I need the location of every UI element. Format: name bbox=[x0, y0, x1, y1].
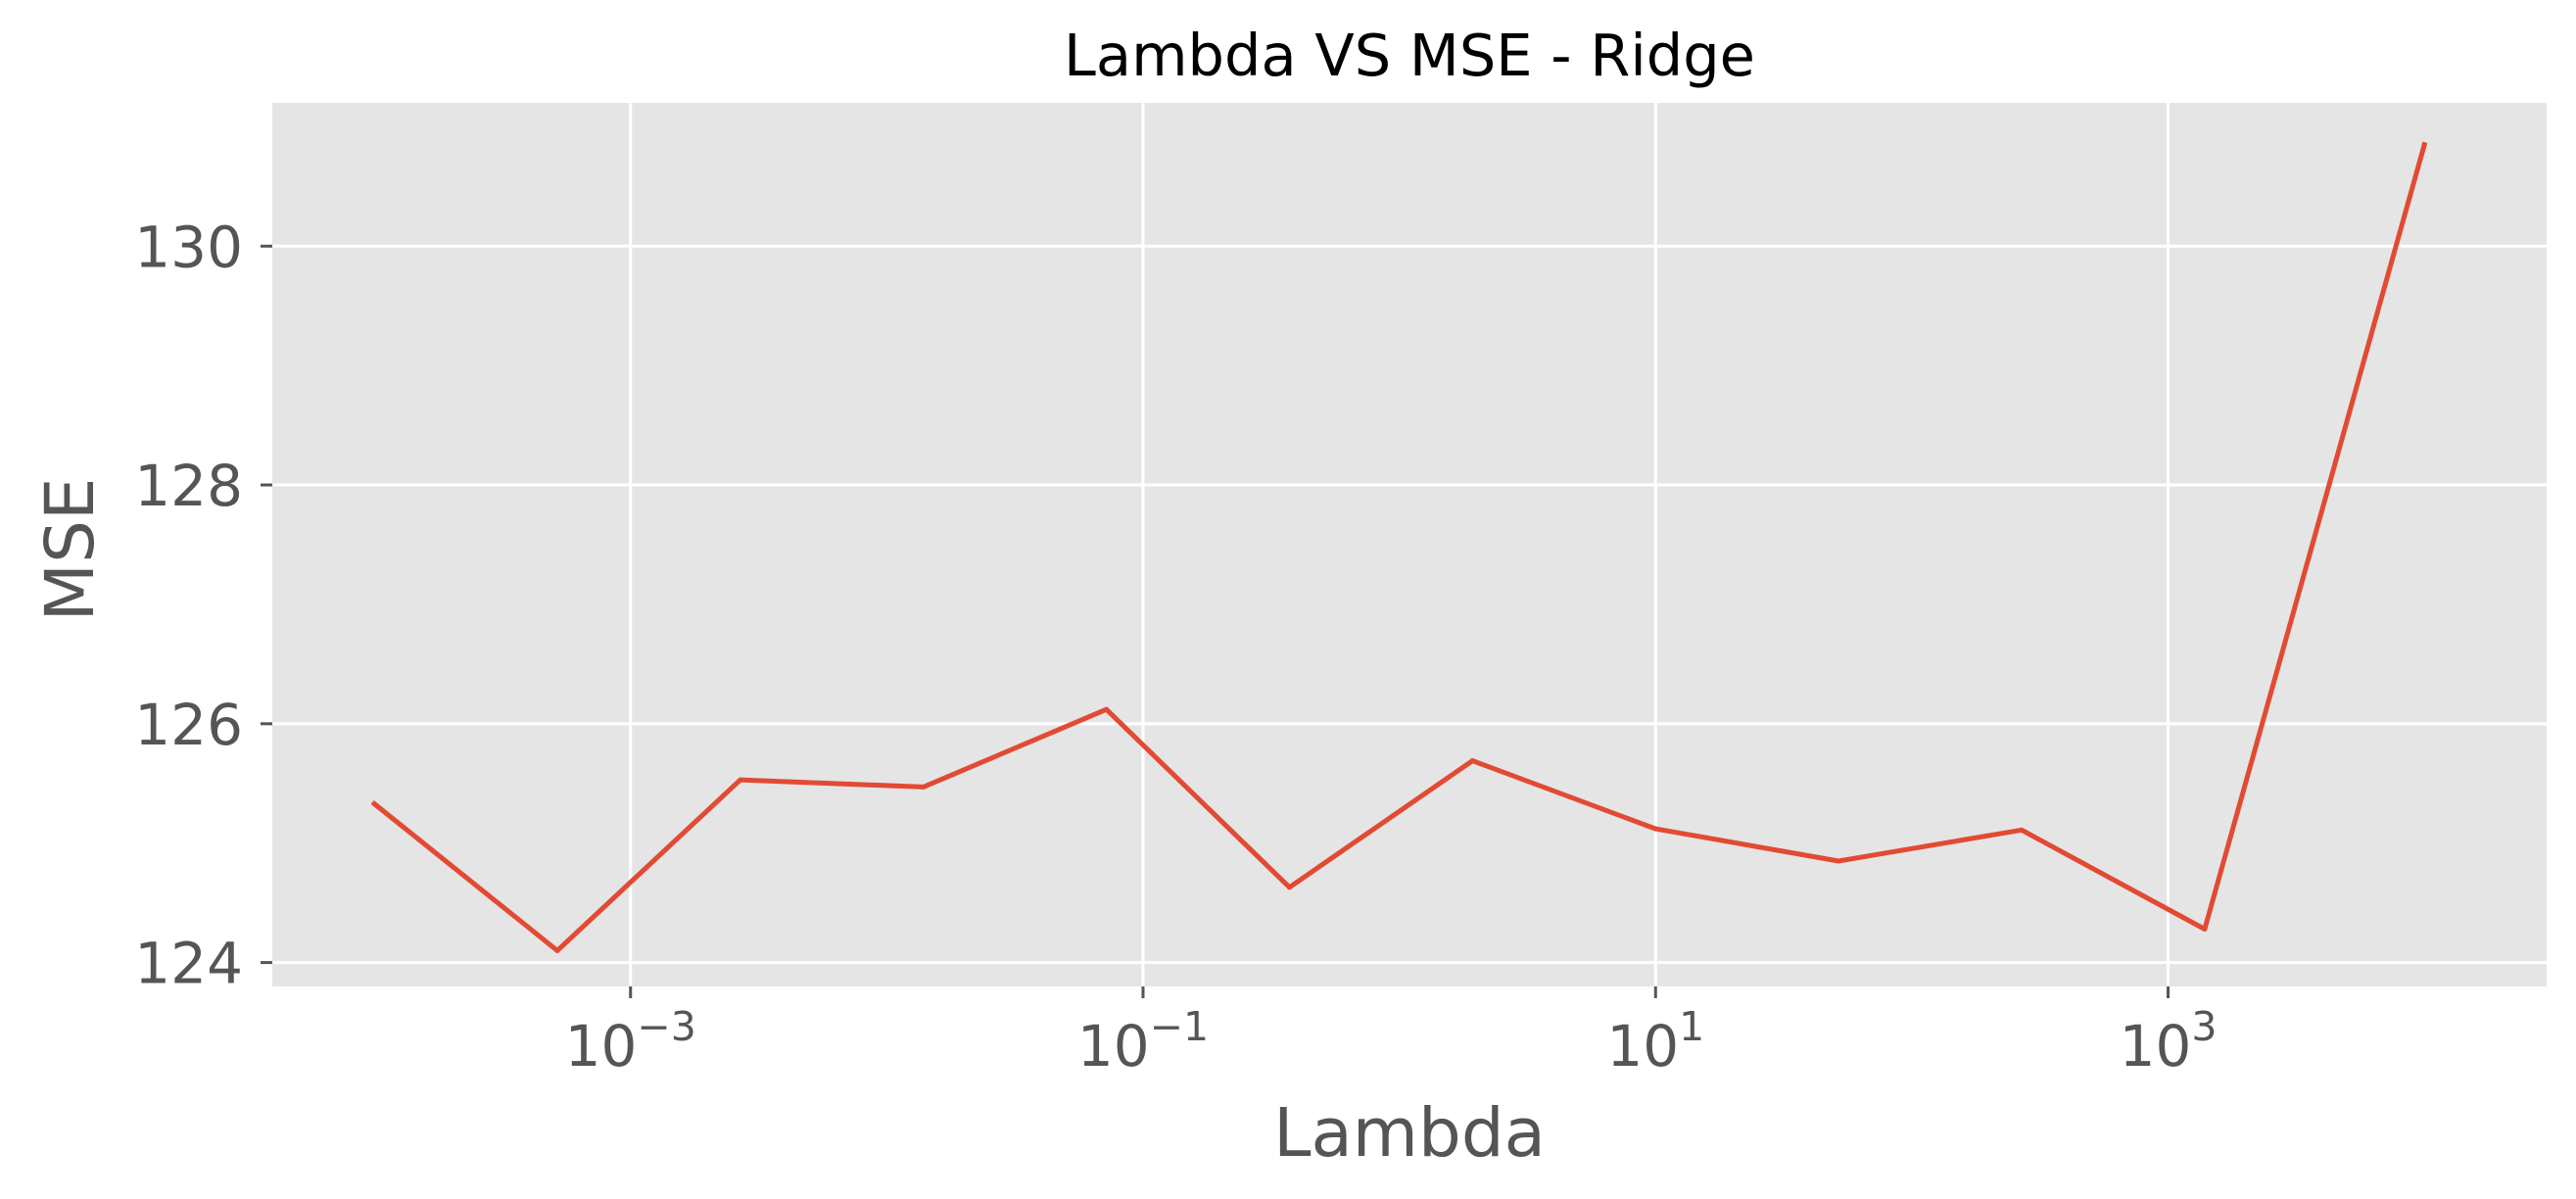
data-point bbox=[738, 777, 743, 783]
y-tick-label: 130 bbox=[134, 214, 243, 280]
data-point bbox=[2202, 926, 2208, 932]
x-tick-label: 10−1 bbox=[1077, 1003, 1209, 1079]
y-tick-label: 128 bbox=[134, 453, 243, 519]
data-point bbox=[554, 947, 560, 953]
chart-title: Lambda VS MSE - Ridge bbox=[1064, 22, 1755, 89]
data-point bbox=[2019, 827, 2025, 833]
x-tick-label: 103 bbox=[2120, 1003, 2218, 1079]
x-tick-label: 10−3 bbox=[565, 1003, 696, 1079]
grid bbox=[272, 103, 2547, 986]
series-line bbox=[370, 141, 2428, 953]
plot-area bbox=[272, 103, 2547, 986]
axis-ticks: 10−3 10−1 101 103 124 126 128 130 bbox=[134, 214, 2217, 1079]
data-point bbox=[921, 784, 927, 790]
data-point bbox=[1836, 858, 1841, 864]
data-point bbox=[1652, 826, 1658, 832]
y-axis-label: MSE bbox=[31, 478, 110, 622]
series-layer bbox=[370, 141, 2428, 953]
y-tick-label: 124 bbox=[134, 931, 243, 997]
data-point bbox=[371, 801, 377, 807]
data-point bbox=[1104, 706, 1110, 712]
x-tick-label: 101 bbox=[1606, 1003, 1704, 1079]
x-axis-label: Lambda bbox=[1273, 1094, 1546, 1173]
data-point bbox=[1469, 758, 1475, 764]
data-point bbox=[2421, 142, 2427, 148]
data-point bbox=[1287, 885, 1293, 890]
y-tick-label: 126 bbox=[134, 692, 243, 758]
